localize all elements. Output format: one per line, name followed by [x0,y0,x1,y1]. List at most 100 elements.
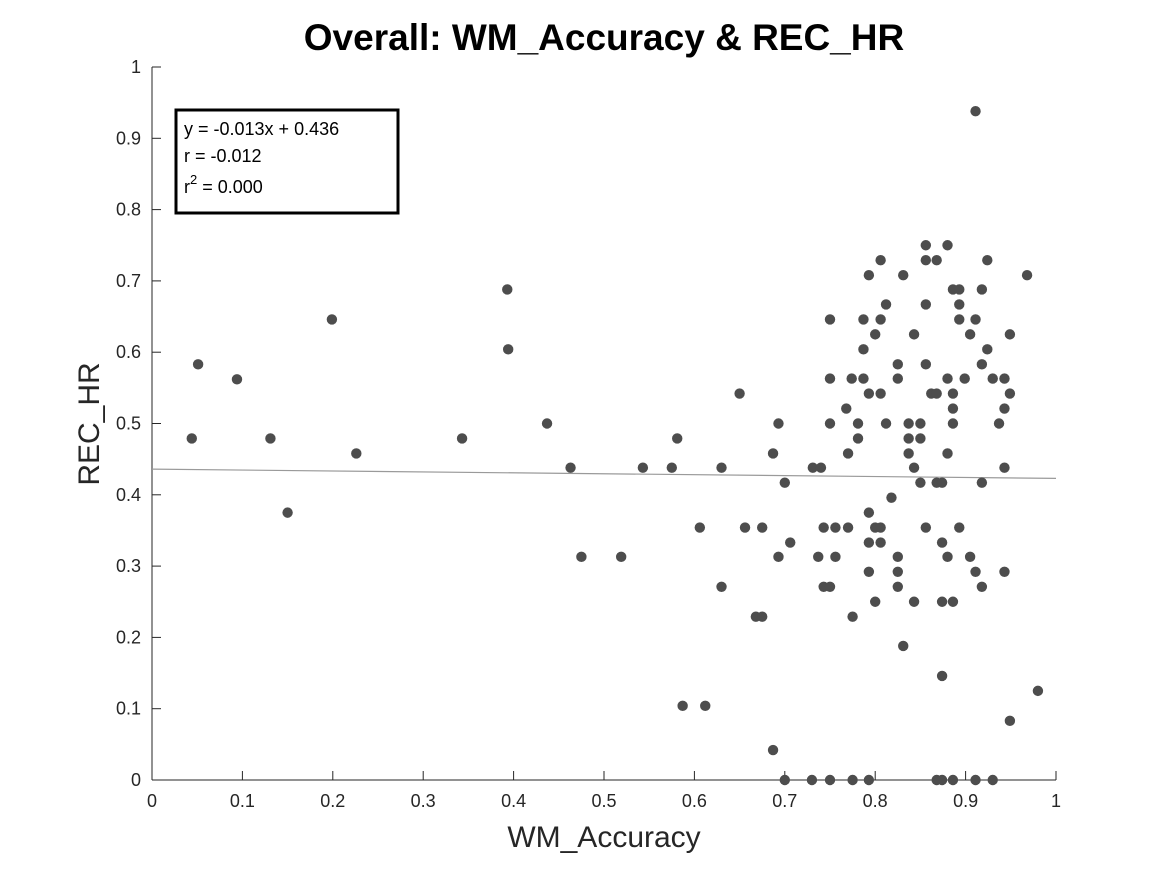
x-tick-label: 0.5 [591,791,616,811]
data-point [672,433,683,444]
data-point [830,551,841,563]
data-point [982,255,993,266]
data-point [970,314,981,325]
data-point [824,581,836,592]
data-point [898,640,909,652]
x-axis-ticks: 0 0.1 0.2 0.3 0.4 0.5 0.6 0.7 0.8 0.9 1 [147,771,1061,811]
data-point [920,255,932,266]
data-point [694,522,706,533]
fit-line-group [151,468,1057,480]
data-point [915,477,926,488]
data-point [915,433,926,444]
data-point [502,344,514,355]
data-point [830,522,841,533]
data-point [858,314,869,325]
data-point [192,359,204,370]
data-point [964,551,976,563]
data-point [541,418,553,429]
data-point [908,462,920,473]
data-point [858,373,869,384]
data-point [773,551,784,563]
data-point [936,477,948,488]
data-point [1004,388,1016,399]
data-point [863,388,875,399]
data-point [615,551,627,563]
data-point [502,284,513,295]
chart-title: Overall: WM_Accuracy & REC_HR [304,17,904,58]
data-point [456,433,468,444]
data-point [947,418,959,429]
data-point [282,507,293,518]
x-tick-label: 0.4 [501,791,526,811]
data-point [870,596,881,607]
data-point [1004,329,1016,340]
data-point [936,670,948,682]
x-tick-label: 0.7 [772,791,797,811]
data-point [976,581,988,592]
y-tick-label: 0.6 [116,342,141,362]
y-tick-label: 0.7 [116,271,141,291]
data-point [976,284,988,295]
data-point [870,329,881,340]
data-point [265,433,276,444]
r-squared: r2 = 0.000 [184,172,263,197]
data-point [954,522,965,533]
data-point [716,462,727,473]
data-point [947,596,959,607]
data-point [863,507,875,518]
data-points [186,106,1044,786]
data-point [920,359,932,370]
data-point [813,551,824,563]
data-point [999,566,1010,578]
data-point [892,581,903,592]
data-point [892,359,903,370]
data-point [863,774,875,786]
data-point [677,700,688,712]
x-tick-label: 0 [147,791,157,811]
data-point [734,388,745,399]
data-point [942,240,953,251]
data-point [767,744,779,756]
data-point [716,581,727,592]
data-point [908,596,920,607]
data-point [942,373,953,384]
data-point [847,611,858,622]
data-point [936,537,948,548]
y-axis-ticks: 0 0.1 0.2 0.3 0.4 0.5 0.6 0.7 0.8 0.9 1 [116,57,161,790]
data-point [824,314,836,325]
data-point [970,106,981,117]
data-point [565,462,576,473]
data-point [852,418,864,429]
data-point [987,373,998,384]
data-point [964,329,976,340]
data-point [700,700,711,712]
data-point [1021,269,1033,281]
data-point [815,462,827,473]
data-point [880,299,892,310]
x-tick-label: 0.1 [230,791,255,811]
data-point [841,403,852,414]
data-point [970,566,981,578]
y-tick-label: 1 [131,57,141,77]
y-tick-label: 0.2 [116,627,141,647]
data-point [892,373,903,384]
data-point [858,344,869,355]
y-tick-label: 0.1 [116,699,141,719]
data-point [666,462,677,473]
data-point [818,522,829,533]
data-point [892,551,903,563]
data-point [824,774,836,786]
data-point [863,269,875,281]
data-point [231,374,243,385]
y-axis-label: REC_HR [73,362,106,485]
data-point [976,359,988,370]
data-point [806,774,818,786]
data-point [807,462,819,473]
data-point [576,551,587,563]
x-tick-label: 0.3 [411,791,436,811]
data-point [903,433,914,444]
data-point [824,373,836,384]
data-point [920,522,932,533]
data-point [947,403,959,414]
data-point [993,418,1005,429]
